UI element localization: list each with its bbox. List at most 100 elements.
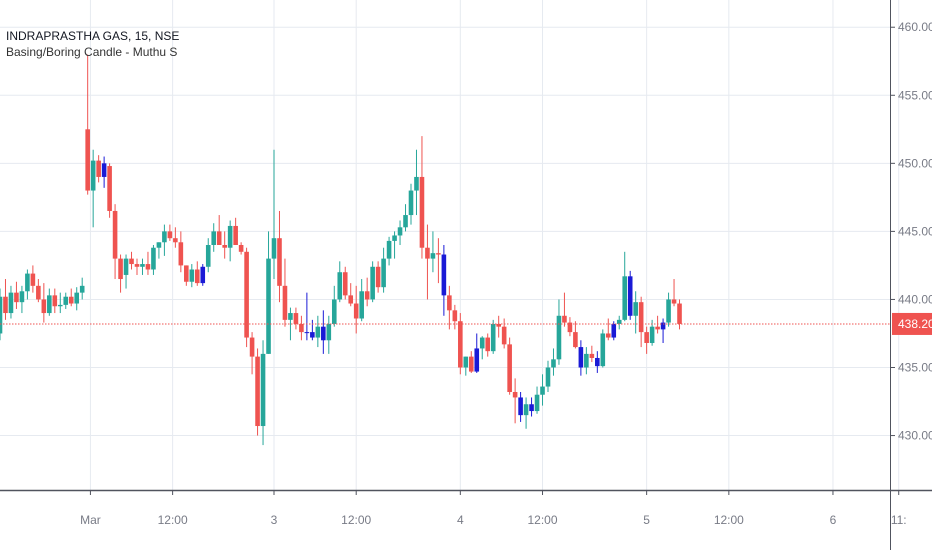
candle-body (430, 253, 436, 259)
candle-body (90, 160, 96, 191)
candle-body (441, 254, 447, 296)
candle-body (310, 332, 315, 338)
candle-body (644, 332, 649, 343)
candle-body (14, 292, 19, 303)
candle-body (47, 295, 52, 314)
price-tick-label: 455.00 (898, 88, 932, 102)
candle-body (414, 176, 419, 191)
candle-body (562, 315, 567, 323)
candle-body (74, 292, 80, 304)
price-axis[interactable]: 430.00 435.00 440.00 445.00 450.00 455.00 460.… (890, 0, 932, 550)
price-tick-label: 435.00 (898, 361, 932, 375)
candle-body (167, 231, 173, 239)
candle-body (342, 272, 348, 296)
candle-body (655, 326, 660, 330)
candle-body (326, 323, 332, 341)
candle-body (381, 258, 386, 288)
candle-body (627, 276, 633, 316)
candle-body (178, 242, 184, 266)
candle-body (666, 299, 671, 323)
candle-series (0, 54, 682, 446)
candle-body (397, 227, 403, 236)
candle-body (474, 348, 480, 372)
candle-body (452, 310, 458, 322)
candle-body (551, 359, 556, 368)
candle-body (529, 404, 534, 412)
candle-body (36, 285, 41, 300)
candle-body (8, 292, 14, 314)
price-tick-label: 460.00 (898, 20, 932, 34)
symbol-legend[interactable]: INDRAPRASTHA GAS, 15, NSE (6, 29, 180, 43)
candle-body (140, 264, 145, 267)
candle-body (348, 295, 354, 304)
candle-body (425, 247, 430, 259)
candle-body (331, 299, 337, 324)
candle-body (677, 303, 682, 324)
candle-body (118, 258, 123, 280)
candle-body (370, 266, 375, 300)
candle-body (611, 323, 617, 338)
candle-body (556, 315, 562, 360)
candle-body (419, 176, 425, 248)
indicator-legend[interactable]: Basing/Boring Candle - Muthu S (6, 45, 178, 59)
time-tick-label: 3 (271, 513, 278, 527)
candle-body (184, 265, 189, 282)
candle-body (584, 353, 589, 368)
price-tick-label: 450.00 (898, 156, 932, 170)
candle-body (233, 225, 238, 245)
candle-body (255, 356, 260, 427)
candle-body (101, 163, 107, 177)
candle-body (205, 245, 211, 267)
time-axis[interactable]: Mar 12:00 3 12:00 4 12:00 5 12:00 6 11: (0, 489, 932, 527)
candle-body (392, 235, 397, 241)
price-tick-label: 445.00 (898, 224, 932, 238)
candle-body (271, 238, 277, 259)
candle-body (145, 264, 151, 270)
price-tick-label: 430.00 (898, 429, 932, 443)
candle-body (52, 295, 58, 307)
candle-body (364, 291, 370, 300)
candle-body (85, 129, 90, 191)
candle-body (616, 319, 622, 324)
candle-body (671, 299, 677, 304)
candle-body (304, 332, 310, 334)
candle-body (216, 231, 222, 245)
price-tick-label: 440.00 (898, 292, 932, 306)
candle-body (200, 266, 206, 284)
candle-body (512, 392, 518, 398)
candle-body (507, 344, 512, 392)
candle-body (408, 190, 414, 216)
candle-body (337, 272, 343, 300)
candle-body (605, 333, 611, 338)
candle-body (19, 291, 25, 303)
candle-body (30, 273, 36, 286)
candle-body (25, 273, 30, 292)
last-price-tag (892, 312, 932, 335)
time-tick-label: 6 (830, 513, 837, 527)
candle-body (403, 215, 408, 228)
candle-body (222, 245, 227, 248)
candle-body (600, 333, 606, 367)
candle-body (293, 313, 299, 324)
candle-body (68, 296, 74, 304)
candle-body (299, 323, 304, 333)
candle-body (501, 326, 507, 345)
candle-body (638, 302, 644, 333)
candle-body (633, 302, 638, 316)
candle-body (578, 347, 584, 368)
candle-body (134, 264, 140, 267)
candle-body (288, 313, 293, 320)
candle-body (649, 326, 655, 343)
candle-body (227, 225, 233, 248)
candle-body (447, 295, 452, 311)
candle-body (660, 322, 666, 330)
candle-body (249, 337, 255, 357)
candle-body (485, 337, 491, 352)
candle-body (359, 291, 364, 319)
candle-body (156, 242, 162, 248)
candle-body (282, 285, 288, 320)
candle-body (540, 386, 545, 395)
candle-body (63, 296, 69, 305)
candle-body (545, 367, 551, 387)
